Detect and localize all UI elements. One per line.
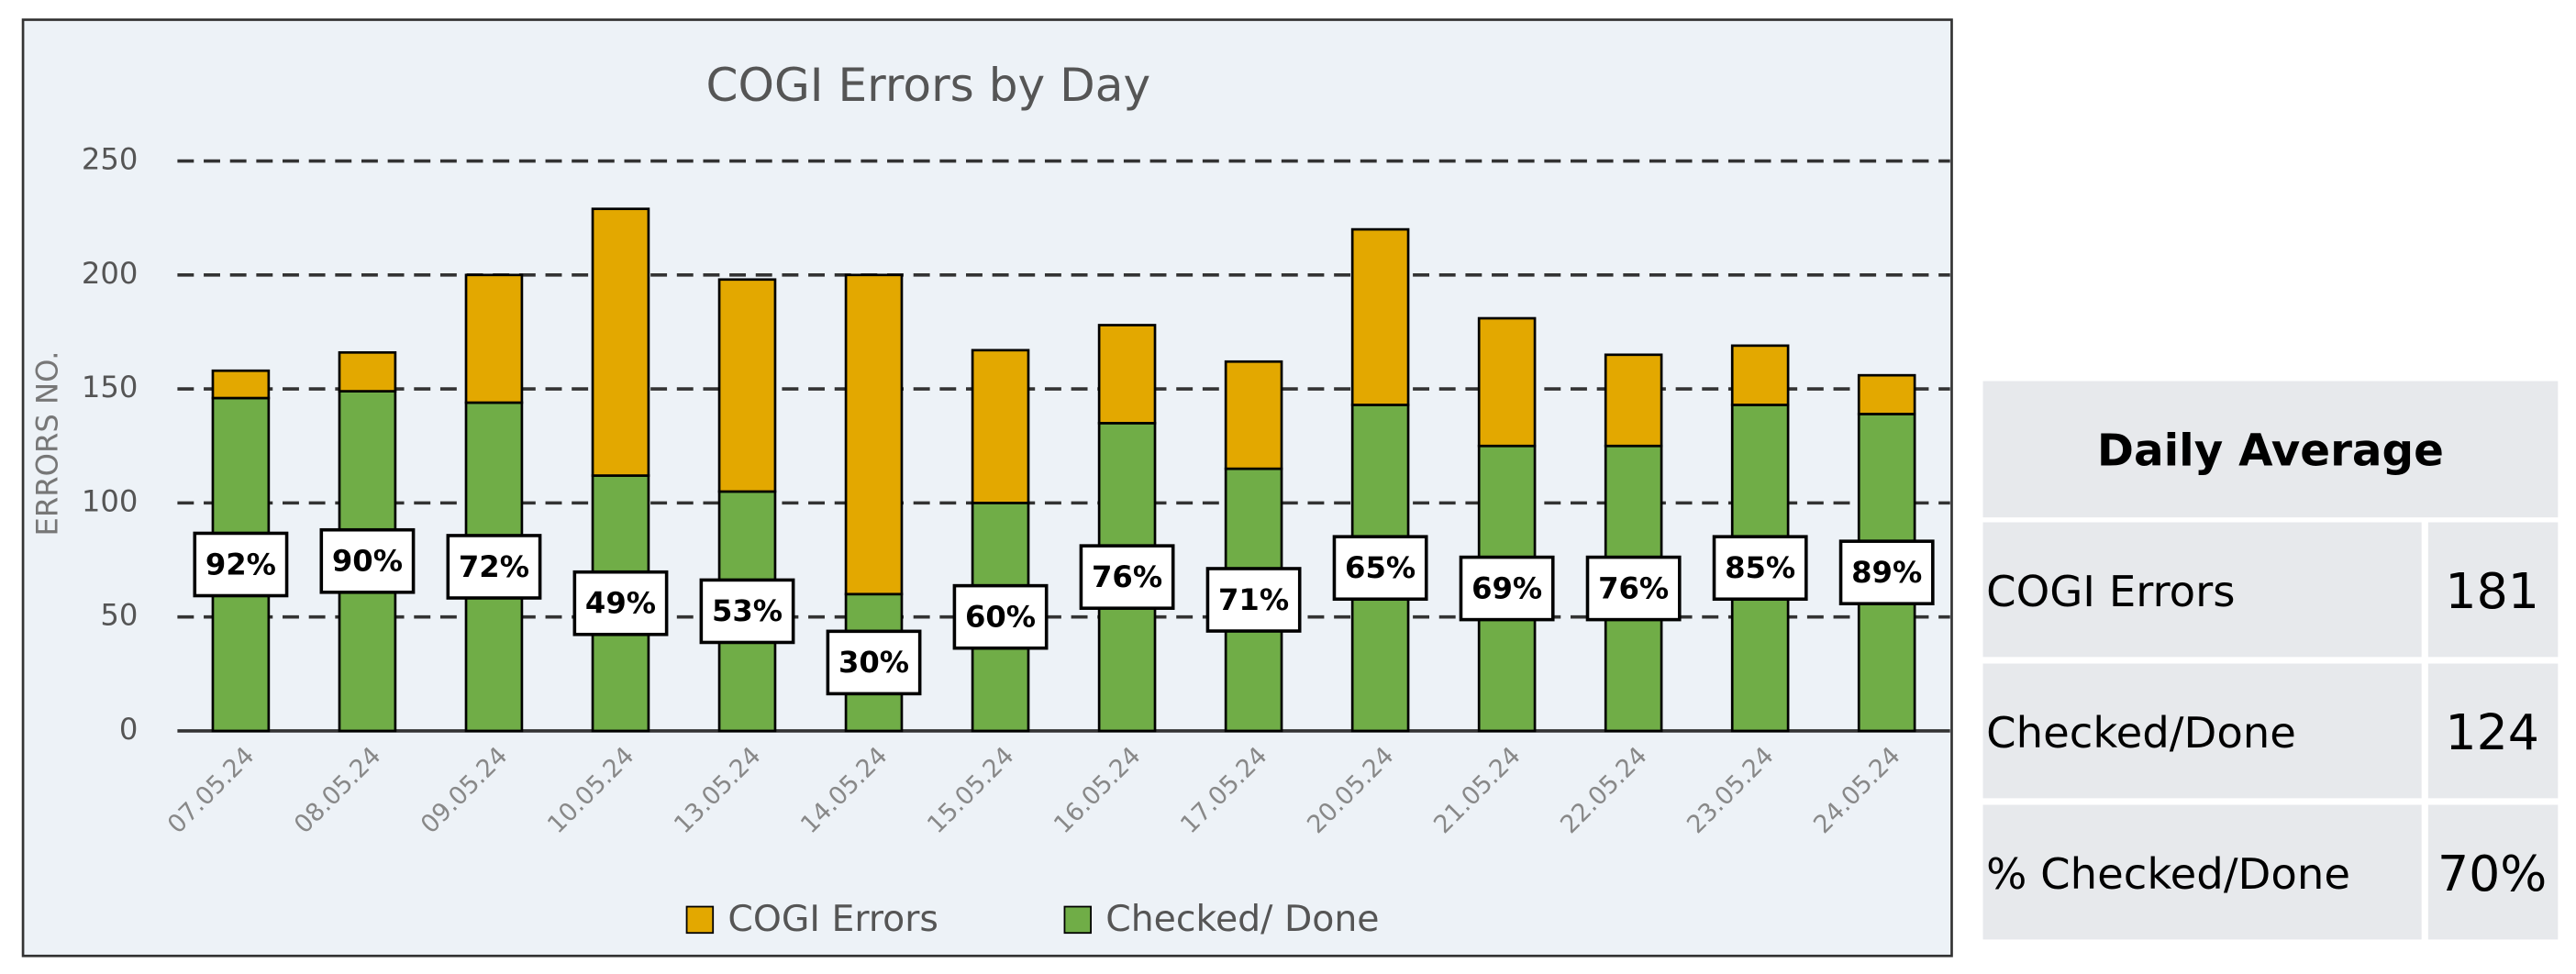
- table-row-value: 124: [2445, 703, 2539, 761]
- table-row-value: 181: [2445, 562, 2539, 620]
- percent-label: 30%: [838, 645, 909, 680]
- y-tick-label: 250: [82, 142, 138, 177]
- percent-label-box: [193, 531, 289, 598]
- y-tick-label: 50: [100, 598, 138, 633]
- y-tick-label: 100: [82, 483, 138, 518]
- percent-label-box: [826, 629, 922, 696]
- percent-label-box: [1459, 555, 1555, 622]
- table-cell: [1982, 804, 2422, 940]
- bar-segment: [464, 273, 524, 404]
- table-row-label: % Checked/Done: [1986, 849, 2350, 899]
- percent-label: 89%: [1851, 555, 1922, 590]
- y-axis-label: ERRORS NO.: [30, 351, 65, 537]
- percent-label-box: [1712, 535, 1808, 602]
- percent-label: 76%: [1598, 570, 1669, 605]
- legend-label: COGI Errors: [727, 898, 938, 940]
- percent-label: 85%: [1725, 550, 1795, 585]
- percent-label-box: [572, 570, 669, 636]
- table-cell: [1982, 522, 2422, 658]
- table-cell: [1982, 663, 2422, 799]
- table-title: Daily Average: [2097, 425, 2444, 476]
- percent-label-box: [319, 527, 416, 594]
- percent-label-box: [952, 583, 1049, 650]
- bar-segment: [1477, 316, 1537, 448]
- percent-label: 92%: [205, 547, 276, 581]
- percent-label: 69%: [1471, 570, 1542, 605]
- table-cell: [2427, 663, 2559, 799]
- bar-segment: [591, 207, 650, 477]
- table-row-label: COGI Errors: [1986, 567, 2235, 616]
- table-cell: [2427, 522, 2559, 658]
- percent-label: 65%: [1345, 550, 1416, 585]
- percent-label-box: [1332, 535, 1428, 602]
- percent-label: 90%: [332, 544, 403, 579]
- y-tick-label: 200: [82, 256, 138, 291]
- bar-segment: [1857, 373, 1916, 415]
- percent-label: 49%: [585, 586, 656, 621]
- bar-segment: [338, 350, 397, 393]
- legend-swatch: [1063, 905, 1092, 935]
- legend-label: Checked/ Done: [1105, 898, 1379, 940]
- percent-label: 76%: [1092, 559, 1162, 594]
- bar-segment: [971, 349, 1030, 504]
- bar-segment: [1224, 360, 1283, 470]
- chart-title: COGI Errors by Day: [705, 58, 1150, 112]
- y-tick-label: 150: [82, 370, 138, 404]
- table-header-cell: [1982, 381, 2559, 518]
- table-row-label: Checked/Done: [1986, 708, 2296, 758]
- table-row-value: 70%: [2437, 845, 2547, 902]
- bar-segment: [1730, 344, 1790, 406]
- percent-label: 53%: [712, 593, 783, 628]
- percent-label: 71%: [1218, 582, 1289, 617]
- legend-swatch: [685, 905, 715, 935]
- bar-segment: [1350, 227, 1410, 406]
- bar-segment: [211, 369, 271, 400]
- bar-segment: [1097, 324, 1157, 425]
- percent-label: 72%: [459, 549, 529, 584]
- percent-label-box: [1079, 544, 1175, 610]
- bar-segment: [844, 273, 904, 596]
- percent-label-box: [446, 534, 542, 600]
- percent-label-box: [1205, 567, 1302, 633]
- percent-label-box: [1585, 555, 1682, 622]
- percent-label-box: [699, 578, 795, 645]
- y-tick-label: 0: [119, 712, 139, 747]
- percent-label: 60%: [965, 599, 1036, 634]
- bar-segment: [1604, 353, 1663, 448]
- bar-segment: [717, 278, 777, 493]
- percent-label-box: [1838, 539, 1935, 605]
- table-cell: [2427, 804, 2559, 940]
